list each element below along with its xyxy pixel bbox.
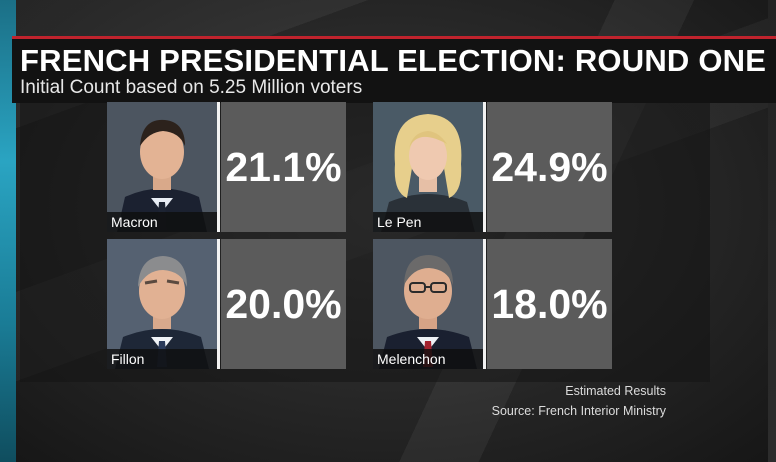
candidate-name: Melenchon [373, 349, 483, 369]
card-divider [483, 102, 486, 232]
candidate-photo: Melenchon [373, 239, 483, 369]
title-banner: FRENCH PRESIDENTIAL ELECTION: ROUND ONE … [12, 36, 776, 103]
candidate-name: Le Pen [373, 212, 483, 232]
candidate-photo: Le Pen [373, 102, 483, 232]
candidate-name: Fillon [107, 349, 217, 369]
candidate-percent: 20.0% [221, 239, 346, 369]
source-note: Source: French Interior Ministry [491, 404, 666, 418]
card-divider [483, 239, 486, 369]
candidate-percent: 21.1% [221, 102, 346, 232]
candidate-photo: Fillon [107, 239, 217, 369]
card-divider [217, 102, 220, 232]
macron-portrait-icon [107, 102, 217, 232]
candidate-percent: 18.0% [487, 239, 612, 369]
page-title: FRENCH PRESIDENTIAL ELECTION: ROUND ONE [20, 43, 767, 78]
candidate-percent: 24.9% [487, 102, 612, 232]
candidate-photo: Macron [107, 102, 217, 232]
estimated-results-note: Estimated Results [565, 384, 666, 398]
candidate-name: Macron [107, 212, 217, 232]
page-subtitle: Initial Count based on 5.25 Million vote… [20, 77, 363, 98]
right-edge [768, 0, 776, 462]
card-divider [217, 239, 220, 369]
side-accent-strip [0, 0, 16, 462]
